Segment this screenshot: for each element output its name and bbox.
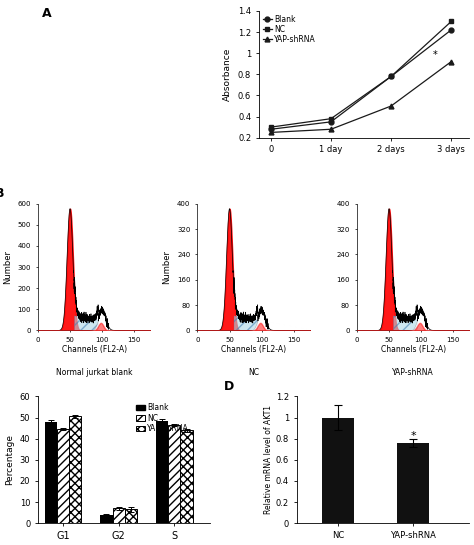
Bar	[45, 422, 57, 523]
Y-axis label: Relative mRNA level of AKT1: Relative mRNA level of AKT1	[264, 405, 273, 514]
Text: YAP-shRNA: YAP-shRNA	[392, 368, 434, 378]
Bar	[168, 425, 181, 523]
Blank	[388, 73, 394, 80]
Legend: Blank, NC, YAP-shRNA: Blank, NC, YAP-shRNA	[133, 400, 192, 437]
Y-axis label: Percentage: Percentage	[5, 434, 14, 485]
X-axis label: Channels (FL2-A): Channels (FL2-A)	[221, 345, 286, 354]
Bar	[322, 417, 354, 523]
Line: NC: NC	[268, 19, 454, 130]
Y-axis label: Number: Number	[3, 250, 12, 284]
Y-axis label: Number: Number	[163, 250, 172, 284]
YAP-shRNA	[448, 58, 454, 65]
Line: Blank: Blank	[268, 27, 454, 132]
Text: D: D	[224, 380, 235, 393]
Line: YAP-shRNA: YAP-shRNA	[268, 59, 454, 135]
Legend: Blank, NC, YAP-shRNA: Blank, NC, YAP-shRNA	[263, 15, 316, 44]
Text: *: *	[433, 51, 438, 60]
Bar	[156, 421, 168, 523]
Text: *: *	[410, 431, 416, 441]
X-axis label: Channels (FL2-A): Channels (FL2-A)	[62, 345, 127, 354]
Bar	[100, 514, 112, 523]
Text: NC: NC	[248, 368, 259, 378]
NC	[268, 124, 273, 130]
Text: B: B	[0, 187, 5, 201]
Y-axis label: Absorbance: Absorbance	[223, 47, 232, 101]
YAP-shRNA	[328, 126, 334, 132]
X-axis label: Channels (FL2-A): Channels (FL2-A)	[381, 345, 446, 354]
Bar	[125, 510, 137, 523]
YAP-shRNA	[388, 103, 394, 110]
Blank	[268, 126, 273, 132]
Bar	[397, 443, 429, 523]
Bar	[69, 416, 82, 523]
Blank	[448, 27, 454, 33]
Text: Normal jurkat blank: Normal jurkat blank	[56, 368, 132, 378]
NC	[448, 18, 454, 25]
Bar	[57, 429, 69, 523]
Blank	[328, 119, 334, 125]
NC	[328, 116, 334, 122]
Bar	[112, 508, 125, 523]
YAP-shRNA	[268, 129, 273, 136]
Bar	[181, 430, 192, 523]
Text: A: A	[42, 7, 52, 20]
NC	[388, 73, 394, 80]
